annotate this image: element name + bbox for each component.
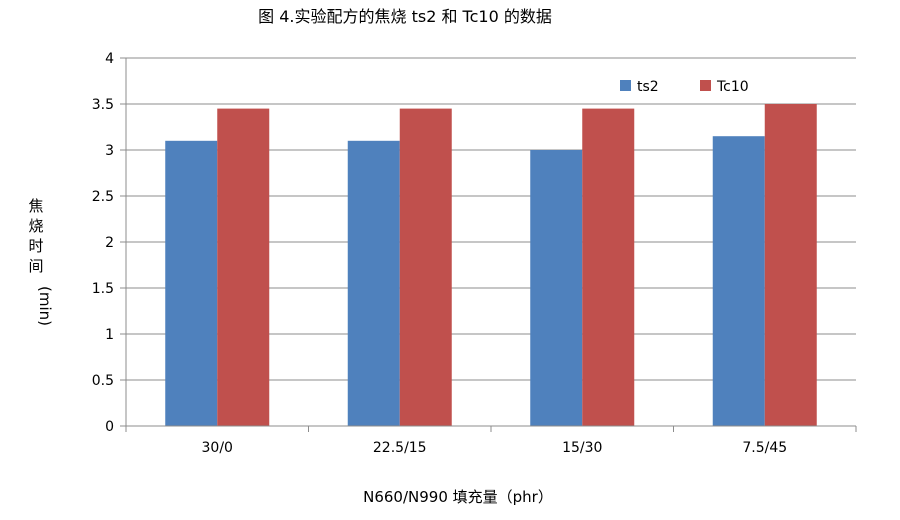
- y-tick-label: 2.5: [92, 189, 114, 205]
- y-tick-label: 0.5: [92, 373, 114, 389]
- y-axis-label-unit: (min): [36, 286, 54, 326]
- y-axis-label-char-1: 焦: [28, 197, 43, 215]
- y-axis-label-char-4: 间: [28, 257, 43, 275]
- y-tick-label: 0: [105, 419, 114, 435]
- x-category-label: 30/0: [202, 440, 233, 456]
- bar-ts2-4: [712, 136, 765, 426]
- y-tick-label: 4: [105, 51, 114, 67]
- legend: ts2 Tc10: [620, 79, 749, 95]
- y-axis-label-char-3: 时: [28, 237, 43, 255]
- bar-ts2-3: [530, 150, 583, 426]
- bar-tc10-1: [217, 108, 270, 426]
- bar-ts2-2: [347, 140, 400, 427]
- legend-label-ts2: ts2: [637, 79, 659, 95]
- x-category-label: 22.5/15: [373, 440, 427, 456]
- x-category-label: 15/30: [562, 440, 602, 456]
- y-axis-label-char-2: 烧: [28, 217, 43, 235]
- axes: [120, 57, 857, 432]
- bar-tc10-4: [764, 104, 817, 426]
- x-category-labels: 30/0 22.5/15 15/30 7.5/45: [202, 440, 788, 456]
- y-tick-label: 2: [105, 235, 114, 251]
- bars: [165, 104, 817, 427]
- chart-title: 图 4.实验配方的焦烧 ts2 和 Tc10 的数据: [258, 7, 552, 26]
- bar-tc10-3: [582, 108, 635, 426]
- legend-swatch-tc10: [700, 80, 711, 91]
- y-tick-label: 1: [105, 327, 114, 343]
- y-tick-label: 3: [105, 143, 114, 159]
- y-tick-label: 1.5: [92, 281, 114, 297]
- y-tick-label: 3.5: [92, 97, 114, 113]
- legend-swatch-ts2: [620, 80, 631, 91]
- y-tick-labels: 0 0.5 1 1.5 2 2.5 3 3.5 4: [92, 51, 114, 435]
- bar-ts2-1: [165, 140, 218, 427]
- y-axis-label: 焦 烧 时 间 (min): [28, 197, 54, 326]
- x-axis-label: N660/N990 填充量（phr）: [363, 488, 553, 506]
- legend-label-tc10: Tc10: [716, 79, 749, 95]
- x-category-label: 7.5/45: [742, 440, 787, 456]
- bar-tc10-2: [399, 108, 452, 426]
